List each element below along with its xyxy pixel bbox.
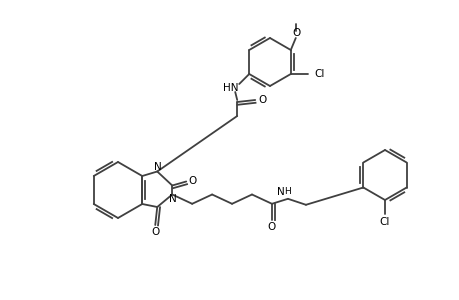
- Text: N: N: [169, 194, 177, 205]
- Text: O: O: [267, 222, 275, 232]
- Text: O: O: [188, 176, 196, 185]
- Text: O: O: [151, 227, 159, 237]
- Text: N: N: [277, 187, 284, 197]
- Text: O: O: [257, 95, 266, 105]
- Text: Cl: Cl: [379, 217, 389, 227]
- Text: H: H: [284, 187, 291, 196]
- Text: Cl: Cl: [314, 69, 325, 79]
- Text: O: O: [292, 28, 300, 38]
- Text: HN: HN: [223, 83, 238, 93]
- Text: N: N: [154, 161, 162, 172]
